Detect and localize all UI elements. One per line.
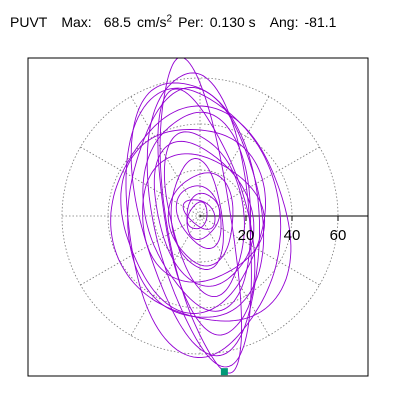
orbit-trace-3 xyxy=(130,82,260,357)
orbit-trace-13 xyxy=(170,158,224,270)
radial-tick-label-20: 20 xyxy=(238,227,255,244)
radial-tick-label-60: 60 xyxy=(330,227,347,244)
chart-header: PUVT Max: 68.5 cm/s2 Per: 0.130 s Ang: -81.1 xyxy=(10,14,336,30)
axes xyxy=(200,215,368,221)
plot-frame xyxy=(27,57,369,377)
orbit-trace-9 xyxy=(120,129,266,314)
orbit-trace-6 xyxy=(127,87,265,318)
max-unit-exponent: 2 xyxy=(166,13,173,25)
radial-tick-labels: 20 40 60 xyxy=(238,227,347,244)
orbit-trace-16 xyxy=(186,192,221,240)
orbit-trace-10 xyxy=(163,131,245,298)
grid-spoke-150 xyxy=(80,146,201,217)
orbit-trace-11 xyxy=(153,140,255,287)
orbit-trace-12 xyxy=(142,153,266,283)
max-unit: cm/s xyxy=(136,14,167,30)
orbit-trace-1 xyxy=(159,58,243,374)
orbit-trace-7 xyxy=(110,105,292,322)
max-value: 68.5 xyxy=(103,14,131,30)
orbit-trace-5 xyxy=(157,88,256,336)
max-label: Max: xyxy=(61,14,92,30)
angle-label: Ang: xyxy=(269,14,299,30)
angle-value: -81.1 xyxy=(304,14,337,30)
end-marker-group xyxy=(220,368,228,376)
orbit-trace-8 xyxy=(142,111,252,312)
orbit-trace-18 xyxy=(186,201,208,230)
period-value: 0.130 s xyxy=(209,14,256,30)
motion-traces xyxy=(110,58,292,374)
end-marker xyxy=(220,368,228,376)
orbit-trace-15 xyxy=(175,185,222,249)
period-label: Per: xyxy=(178,14,204,30)
orbit-trace-4 xyxy=(125,87,282,358)
orbit-trace-14 xyxy=(167,172,234,267)
orbit-trace-2 xyxy=(146,72,252,368)
component-label: PUVT xyxy=(10,14,48,30)
radial-tick-label-40: 40 xyxy=(284,227,301,244)
orbit-trace-17 xyxy=(182,199,216,230)
